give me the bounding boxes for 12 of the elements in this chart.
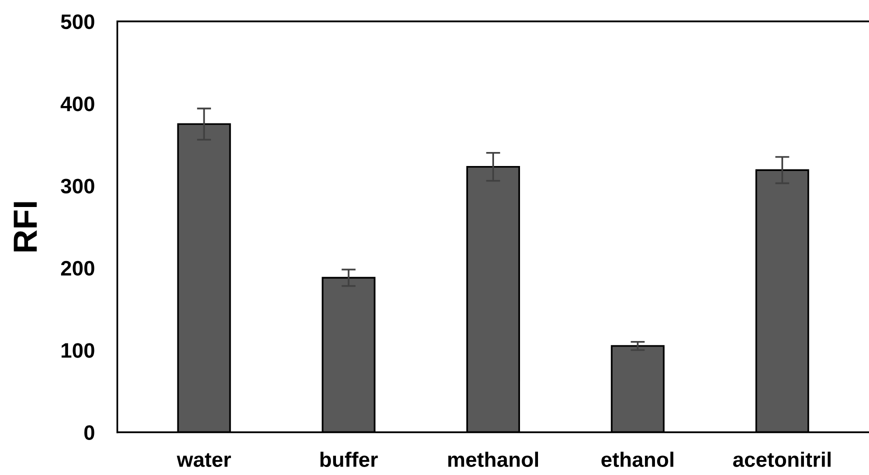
y-tick-label: 300 <box>60 178 94 194</box>
y-tick-label: 400 <box>60 96 94 112</box>
x-tick-label: methanol <box>448 452 538 467</box>
x-tick-label: ethanol <box>601 452 674 467</box>
y-tick-label: 500 <box>60 14 94 30</box>
x-tick-label: water <box>176 453 231 467</box>
x-tick-label: buffer <box>320 452 378 467</box>
x-tick-label: acetonitril <box>733 452 831 467</box>
y-tick-label: 100 <box>62 343 94 358</box>
y-tick-label: 0 <box>84 425 94 440</box>
y-tick-label: 200 <box>61 260 94 276</box>
y-axis-title: RFI <box>14 202 37 252</box>
